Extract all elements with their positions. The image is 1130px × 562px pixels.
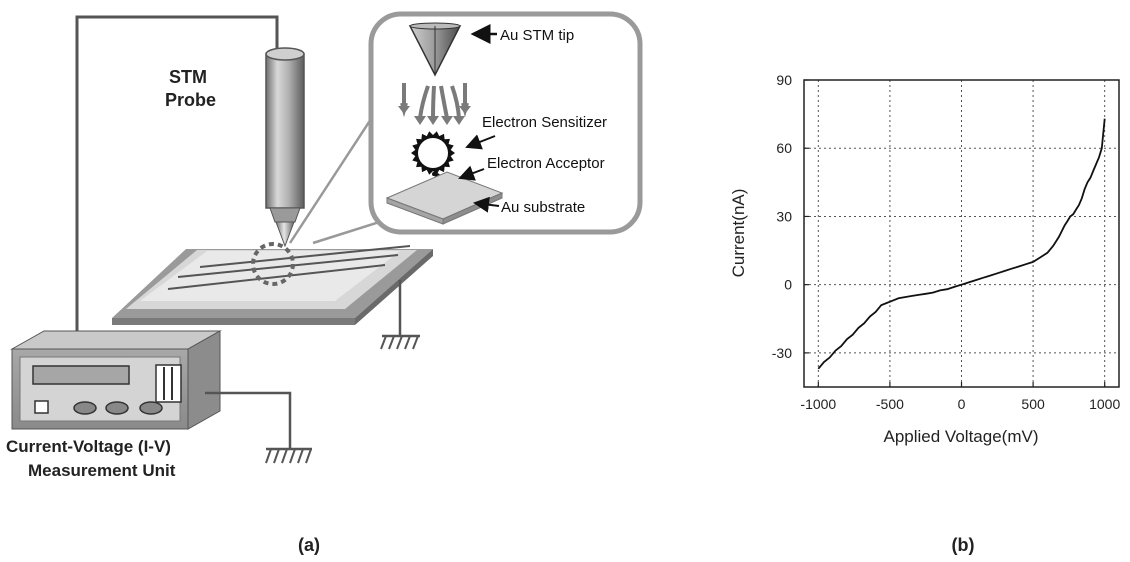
stm-label-line2: Probe	[165, 90, 216, 110]
substrate-label: Au substrate	[501, 199, 585, 216]
tip-label: Au STM tip	[500, 27, 574, 44]
instrument-ground-icon	[205, 393, 312, 463]
sensitizer-label: Electron Sensitizer	[482, 114, 607, 131]
x-tick-label: 0	[958, 396, 966, 412]
measurement-label-line1: Current-Voltage (I-V)	[6, 437, 171, 456]
chart-grid	[804, 80, 1119, 387]
caption-a: (a)	[298, 535, 320, 555]
instrument-display	[33, 366, 129, 384]
y-tick-label: 0	[784, 277, 792, 293]
sensitizer-core	[418, 138, 448, 168]
y-tick-label: -30	[772, 345, 792, 361]
acceptor-label: Electron Acceptor	[487, 155, 605, 172]
instrument-button-square	[35, 401, 48, 413]
stm-probe	[266, 48, 304, 246]
stm-label-line1: STM	[169, 67, 207, 87]
iv-chart: -1000 -500 0 500 1000 -30 0 30 60 90 Applied Vol…	[729, 72, 1120, 555]
x-axis-label: Applied Voltage(mV)	[884, 427, 1039, 446]
instrument-knob-3	[140, 402, 162, 414]
y-tick-label: 90	[776, 72, 792, 88]
instrument-knob-1	[74, 402, 96, 414]
iv-measurement-unit	[12, 331, 220, 429]
instrument-knob-2	[106, 402, 128, 414]
x-tick-label: 500	[1021, 396, 1045, 412]
caption-b: (b)	[952, 535, 975, 555]
y-axis-label: Current(nA)	[729, 189, 748, 278]
x-tick-label: -500	[876, 396, 904, 412]
y-tick-label: 30	[776, 208, 792, 224]
panel-a: Au STM tip	[6, 14, 640, 555]
y-tick-label: 60	[776, 140, 792, 156]
inset-box: Au STM tip	[371, 14, 640, 232]
x-tick-label: -1000	[800, 396, 836, 412]
measurement-label-line2: Measurement Unit	[28, 461, 176, 480]
instrument-switch-icon	[156, 365, 181, 402]
x-tick-label: 1000	[1089, 396, 1120, 412]
